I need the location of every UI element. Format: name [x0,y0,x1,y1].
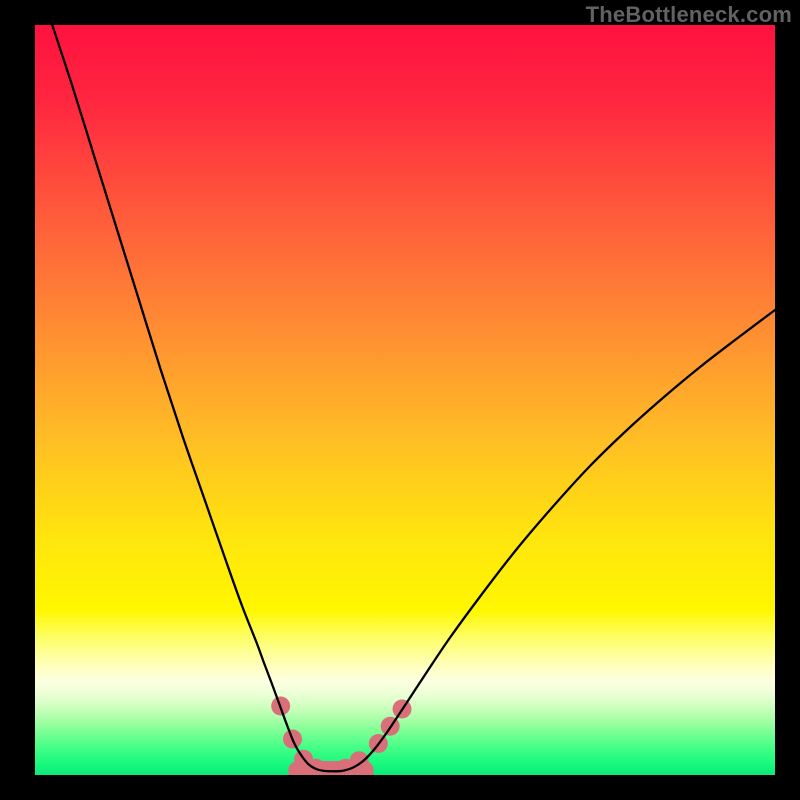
watermark-text: TheBottleneck.com [586,2,792,28]
bottleneck-chart [35,25,775,775]
chart-canvas: TheBottleneck.com [0,0,800,800]
